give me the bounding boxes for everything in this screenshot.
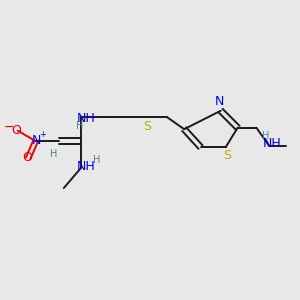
Text: −: − [4, 121, 15, 134]
Text: O: O [11, 124, 21, 137]
Text: O: O [22, 151, 32, 164]
Text: S: S [223, 149, 231, 162]
Text: +: + [39, 130, 46, 139]
Text: H: H [262, 131, 270, 141]
Text: NH: NH [77, 112, 96, 125]
Text: NH: NH [77, 160, 96, 173]
Text: NH: NH [262, 137, 281, 150]
Text: H: H [93, 155, 101, 165]
Text: H: H [50, 148, 57, 159]
Text: N: N [32, 134, 41, 147]
Text: N: N [214, 95, 224, 108]
Text: H: H [76, 121, 83, 131]
Text: S: S [144, 120, 152, 133]
